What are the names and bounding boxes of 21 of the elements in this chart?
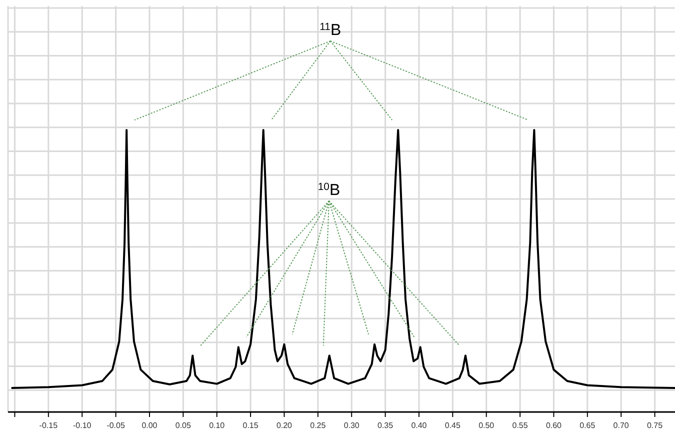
x-tick-label: -0.15 (39, 421, 58, 430)
x-tick-label: 0.45 (444, 421, 461, 430)
x-tick-label: 0.15 (242, 421, 259, 430)
x-tick-label: 0.55 (512, 421, 528, 430)
x-tick-label: -0.10 (72, 421, 92, 430)
x-tick-label: 0.75 (647, 421, 664, 430)
x-tick-label: 0.00 (142, 421, 158, 430)
annotation: $^{10}$B (318, 181, 340, 199)
x-tick-label: -0.05 (106, 421, 126, 430)
x-tick-label: 0.25 (310, 421, 326, 430)
x-tick-label: 0.10 (209, 421, 226, 430)
x-tick-label: 0.35 (378, 421, 394, 430)
x-tick-label: 0.65 (580, 421, 596, 430)
x-tick-label: 0.20 (276, 421, 293, 430)
x-tick-label: 0.70 (613, 421, 630, 430)
x-tick-label: 0.40 (411, 421, 428, 430)
x-tick-label: 0.60 (546, 421, 562, 430)
x-tick-label: 0.05 (175, 421, 192, 430)
text: $^{11}$B (320, 22, 342, 39)
x-tick-label: 0.30 (344, 421, 360, 430)
x-tick-label: 0.50 (478, 421, 495, 430)
